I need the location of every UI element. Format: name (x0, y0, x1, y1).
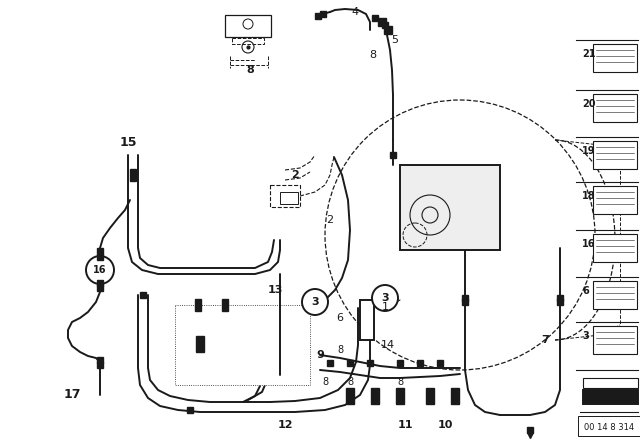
Bar (400, 165, 500, 250)
Bar (280, 192, 298, 204)
Text: 17: 17 (63, 388, 81, 401)
Bar (360, 300, 374, 340)
Text: 8: 8 (322, 377, 328, 387)
Text: 2: 2 (291, 170, 299, 180)
Bar (593, 94, 637, 122)
Text: 20: 20 (582, 99, 595, 109)
Text: 6: 6 (582, 286, 589, 296)
Bar (593, 186, 637, 214)
Bar (583, 378, 638, 388)
Text: 3: 3 (381, 293, 389, 303)
Text: 19: 19 (582, 146, 595, 156)
Bar (593, 141, 637, 169)
Text: 8: 8 (347, 377, 353, 387)
Text: 9: 9 (316, 350, 324, 360)
Text: 11: 11 (397, 420, 413, 430)
Circle shape (86, 256, 114, 284)
Bar (593, 281, 637, 309)
Bar (593, 234, 637, 262)
Text: 2: 2 (326, 215, 333, 225)
Text: 12: 12 (277, 420, 292, 430)
Text: 7: 7 (541, 335, 549, 345)
Text: 8: 8 (369, 50, 376, 60)
Text: 8: 8 (397, 377, 403, 387)
Text: 5: 5 (392, 35, 399, 45)
Circle shape (302, 289, 328, 315)
Bar (593, 44, 637, 72)
Text: 4: 4 (351, 7, 358, 17)
Text: 10: 10 (437, 420, 452, 430)
Bar (270, 185, 300, 207)
Text: 21: 21 (582, 49, 595, 59)
Text: 8: 8 (337, 345, 343, 355)
Text: 3: 3 (582, 331, 589, 341)
Text: 16: 16 (582, 239, 595, 249)
Bar (225, 15, 271, 37)
Text: 16: 16 (93, 265, 107, 275)
Circle shape (372, 285, 398, 311)
Bar (578, 416, 640, 436)
Bar (175, 305, 310, 385)
Bar (593, 326, 637, 354)
Text: 18: 18 (582, 191, 596, 201)
Text: 1: 1 (381, 302, 388, 312)
Text: 3: 3 (311, 297, 319, 307)
Text: 15: 15 (119, 135, 137, 148)
Text: 00 14 8 314: 00 14 8 314 (584, 423, 634, 432)
Bar (583, 390, 638, 404)
Text: 14: 14 (381, 340, 395, 350)
Text: 13: 13 (268, 285, 283, 295)
Bar (232, 38, 264, 44)
Text: 6: 6 (337, 313, 344, 323)
Text: 8: 8 (246, 65, 254, 75)
